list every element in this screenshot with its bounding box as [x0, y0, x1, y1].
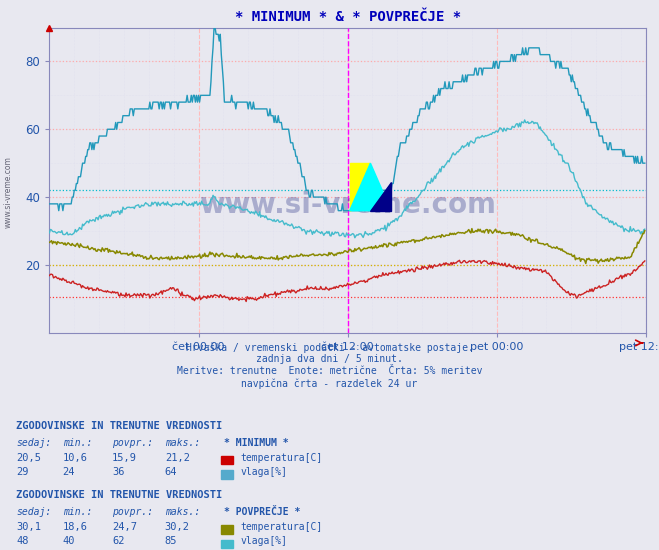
- Text: Meritve: trenutne  Enote: metrične  Črta: 5% meritev: Meritve: trenutne Enote: metrične Črta: …: [177, 366, 482, 376]
- Text: min.:: min.:: [63, 437, 92, 448]
- Text: 48: 48: [16, 536, 29, 547]
- Text: povpr.:: povpr.:: [112, 437, 153, 448]
- Title: * MINIMUM * & * POVPREČJE *: * MINIMUM * & * POVPREČJE *: [235, 9, 461, 24]
- Text: temperatura[C]: temperatura[C]: [241, 522, 323, 532]
- Polygon shape: [350, 163, 391, 211]
- Polygon shape: [350, 163, 370, 211]
- Polygon shape: [370, 182, 391, 211]
- Text: * MINIMUM *: * MINIMUM *: [224, 437, 289, 448]
- Text: vlaga[%]: vlaga[%]: [241, 536, 287, 547]
- Text: 30,2: 30,2: [165, 522, 190, 532]
- Text: 10,6: 10,6: [63, 453, 88, 463]
- Text: povpr.:: povpr.:: [112, 507, 153, 517]
- Text: www.si-vreme.com: www.si-vreme.com: [3, 157, 13, 228]
- Text: min.:: min.:: [63, 507, 92, 517]
- Text: 30,1: 30,1: [16, 522, 42, 532]
- Text: ZGODOVINSKE IN TRENUTNE VREDNOSTI: ZGODOVINSKE IN TRENUTNE VREDNOSTI: [16, 490, 223, 500]
- Text: navpična črta - razdelek 24 ur: navpična črta - razdelek 24 ur: [241, 378, 418, 389]
- Text: zadnja dva dni / 5 minut.: zadnja dva dni / 5 minut.: [256, 354, 403, 364]
- Text: 29: 29: [16, 467, 29, 477]
- Text: 21,2: 21,2: [165, 453, 190, 463]
- Text: sedaj:: sedaj:: [16, 507, 51, 517]
- Text: vlaga[%]: vlaga[%]: [241, 467, 287, 477]
- Text: 62: 62: [112, 536, 125, 547]
- Text: sedaj:: sedaj:: [16, 437, 51, 448]
- Text: 64: 64: [165, 467, 177, 477]
- Text: 15,9: 15,9: [112, 453, 137, 463]
- Text: www.si-vreme.com: www.si-vreme.com: [199, 190, 496, 218]
- Text: maks.:: maks.:: [165, 437, 200, 448]
- Text: * POVPREČJE *: * POVPREČJE *: [224, 507, 301, 517]
- Text: 20,5: 20,5: [16, 453, 42, 463]
- Text: 40: 40: [63, 536, 75, 547]
- Text: Hrvaška / vremenski podatki - avtomatske postaje.: Hrvaška / vremenski podatki - avtomatske…: [186, 342, 473, 353]
- Text: maks.:: maks.:: [165, 507, 200, 517]
- Text: 24: 24: [63, 467, 75, 477]
- Text: 24,7: 24,7: [112, 522, 137, 532]
- Text: temperatura[C]: temperatura[C]: [241, 453, 323, 463]
- Text: 36: 36: [112, 467, 125, 477]
- Text: ZGODOVINSKE IN TRENUTNE VREDNOSTI: ZGODOVINSKE IN TRENUTNE VREDNOSTI: [16, 421, 223, 431]
- Text: 18,6: 18,6: [63, 522, 88, 532]
- Text: 85: 85: [165, 536, 177, 547]
